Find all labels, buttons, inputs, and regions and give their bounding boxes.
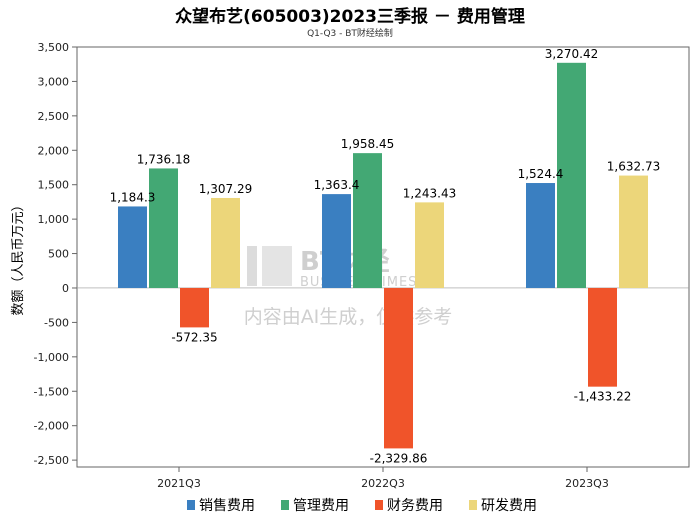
- legend-item-label: 销售费用: [199, 498, 255, 514]
- data-label: 1,736.18: [137, 152, 190, 166]
- y-tick-label: 0: [62, 282, 69, 295]
- data-label: 1,363.4: [314, 178, 360, 192]
- x-axis: 2021Q3 2022Q3 2023Q3: [157, 467, 609, 490]
- data-label: 1,307.29: [199, 182, 252, 196]
- y-tick-label: 1,500: [38, 179, 70, 192]
- x-tick-label: 2023Q3: [565, 477, 609, 490]
- legend-swatch: [375, 500, 383, 510]
- legend-swatch: [469, 500, 477, 510]
- legend: 销售费用 管理费用 财务费用 研发费用: [187, 498, 537, 514]
- x-tick-label: 2022Q3: [361, 477, 405, 490]
- bar: [384, 287, 413, 449]
- bar: [588, 287, 617, 387]
- data-labels: 1,184.3 1,736.18 -572.35 1,307.29 1,363.4 1,9…: [110, 47, 661, 466]
- legend-item-label: 研发费用: [481, 498, 537, 514]
- y-axis-label: 数额（人民币万元）: [11, 198, 26, 315]
- y-tick-label: -2,500: [34, 454, 69, 467]
- bar: [180, 287, 209, 328]
- data-label: 1,632.73: [607, 160, 660, 174]
- y-tick-label: 500: [48, 248, 69, 261]
- bar: [149, 168, 178, 288]
- legend-swatch: [281, 500, 289, 510]
- chart-title: 众望布艺(605003)2023三季报 － 费用管理: [175, 7, 525, 27]
- y-tick-label: 1,000: [38, 213, 70, 226]
- bar: [557, 62, 586, 288]
- watermark-notice: 内容由AI生成，仅供参考: [244, 306, 453, 328]
- data-label: 3,270.42: [545, 47, 598, 61]
- chart-subtitle: Q1-Q3 - BT财经绘制: [307, 29, 393, 39]
- watermark-logo-mark: [247, 246, 257, 286]
- data-label: 1,524.4: [518, 167, 564, 181]
- legend-item-label: 财务费用: [387, 498, 443, 514]
- legend-item-label: 管理费用: [293, 498, 349, 514]
- legend-swatch: [187, 500, 195, 510]
- y-tick-label: -1,500: [34, 385, 69, 398]
- y-tick-label: -2,000: [34, 420, 69, 433]
- y-tick-label: 3,500: [38, 41, 70, 54]
- bars: [118, 62, 648, 449]
- data-label: -2,329.86: [370, 451, 428, 465]
- bar: [526, 183, 555, 288]
- y-tick-label: 3,000: [38, 75, 70, 88]
- bar: [353, 153, 382, 288]
- bar: [322, 194, 351, 288]
- y-tick-label: -1,000: [34, 351, 69, 364]
- bar: [118, 206, 147, 288]
- y-tick-label: 2,000: [38, 144, 70, 157]
- bar: [211, 197, 240, 288]
- data-label: -572.35: [171, 330, 217, 344]
- watermark-logo-mark: [262, 246, 292, 286]
- bar: [619, 175, 648, 288]
- y-tick-label: -500: [44, 316, 69, 329]
- data-label: 1,958.45: [341, 137, 394, 151]
- x-tick-label: 2021Q3: [157, 477, 201, 490]
- data-label: 1,184.3: [110, 190, 156, 204]
- data-label: 1,243.43: [403, 186, 456, 200]
- bar: [415, 202, 444, 288]
- y-tick-label: 2,500: [38, 110, 70, 123]
- data-label: -1,433.22: [574, 390, 632, 404]
